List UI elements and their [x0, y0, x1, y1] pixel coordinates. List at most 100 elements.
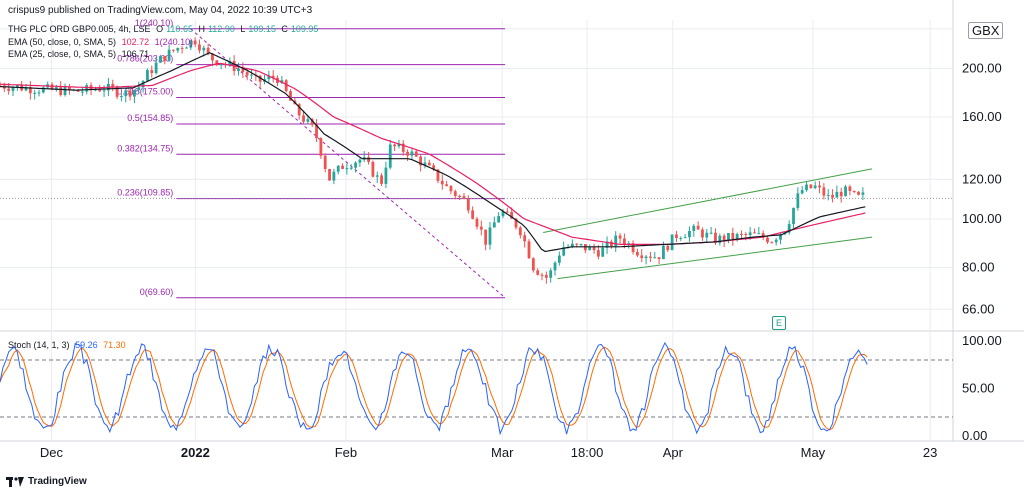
candle-body	[753, 232, 756, 234]
candle-body	[540, 274, 544, 276]
candle-body	[557, 255, 561, 263]
candle-body	[553, 262, 557, 271]
earnings-marker[interactable]: E	[772, 316, 786, 330]
symbol-name[interactable]: THG PLC ORD GBP0.005, 4h, LSE	[8, 24, 151, 34]
candle-body	[531, 258, 535, 271]
candle-body	[427, 162, 431, 166]
candle-body	[146, 70, 149, 81]
candle-body	[349, 167, 353, 169]
ema50-legend[interactable]: EMA (50, close, 0, SMA, 5) 102.72 1(240.…	[8, 37, 196, 47]
time-tick-label: 18:00	[571, 445, 604, 460]
candle-body	[24, 87, 28, 91]
candle-body	[458, 195, 462, 197]
candle-body	[740, 233, 743, 235]
channel-lower-line	[557, 236, 873, 280]
ohlc-open: 110.65	[166, 24, 193, 34]
ema25-label: EMA (25, close, 0, SMA, 5)	[8, 49, 117, 59]
ema25-legend[interactable]: EMA (25, close, 0, SMA, 5) 106.71	[8, 49, 152, 59]
candle-body	[211, 53, 214, 61]
candle-body	[640, 255, 644, 259]
stoch-k-value: 59.26	[75, 340, 98, 350]
ohlc-high: 112.90	[207, 24, 235, 34]
candle-body	[345, 168, 349, 170]
candle-body	[779, 234, 782, 240]
candle-body	[852, 190, 856, 192]
candle-body	[787, 224, 791, 233]
candle-body	[605, 241, 609, 248]
candle-body	[683, 237, 687, 239]
candle-body	[432, 165, 436, 170]
candle-body	[267, 75, 271, 80]
candle-body	[180, 47, 184, 49]
channel-upper-line	[543, 168, 873, 233]
currency-button[interactable]: GBX	[968, 22, 1004, 39]
price-tick-label: 160.00	[962, 109, 1002, 124]
candle-body	[202, 47, 206, 51]
candle-body	[388, 144, 392, 168]
candle-body	[367, 157, 370, 162]
candle-body	[744, 234, 748, 236]
candle-body	[718, 235, 722, 243]
candle-body	[618, 235, 622, 239]
stoch-tick-label: 100.00	[962, 333, 1002, 348]
candle-body	[401, 143, 405, 152]
candle-body	[111, 83, 115, 88]
candle-body	[748, 232, 752, 236]
candle-body	[219, 64, 223, 66]
fib-level-label: 0.618(175.00)	[117, 86, 173, 96]
ohlc-high-label: H	[198, 24, 205, 34]
candles-group	[0, 37, 865, 284]
candle-body	[128, 90, 132, 97]
time-tick-label: Mar	[491, 445, 514, 460]
candle-body	[11, 87, 15, 91]
ema50-label: EMA (50, close, 0, SMA, 5)	[8, 37, 117, 47]
candle-body	[805, 184, 808, 191]
candle-body	[696, 225, 700, 230]
candle-body	[445, 184, 449, 187]
candle-body	[770, 242, 774, 244]
candle-body	[579, 244, 583, 246]
stoch-legend[interactable]: Stoch (14, 1, 3) 59.26 71.30	[8, 340, 129, 350]
candle-body	[150, 70, 154, 74]
candle-body	[241, 68, 245, 73]
fib-level-label: 0(69.60)	[140, 287, 174, 297]
candle-body	[63, 86, 67, 95]
candle-body	[172, 49, 175, 51]
candle-body	[505, 211, 509, 213]
fib-level-label: 0.236(109.85)	[117, 188, 173, 198]
time-tick-label: 23	[923, 445, 937, 460]
candle-body	[54, 87, 58, 90]
candle-body	[250, 74, 253, 76]
candle-body	[475, 218, 479, 227]
candle-body	[514, 218, 518, 228]
candle-body	[120, 96, 123, 98]
candle-body	[662, 245, 665, 260]
candle-body	[167, 49, 171, 61]
candle-body	[85, 85, 89, 92]
candle-body	[50, 84, 54, 90]
stoch-k-line	[0, 341, 868, 436]
candle-body	[649, 256, 652, 258]
candle-body	[844, 186, 847, 197]
candle-body	[80, 91, 84, 93]
candle-body	[614, 235, 618, 247]
candle-body	[792, 207, 795, 225]
candle-body	[315, 124, 318, 139]
candle-body	[289, 91, 292, 101]
ohlc-open-label: O	[156, 24, 164, 34]
candle-body	[215, 60, 219, 66]
candle-body	[185, 47, 188, 49]
price-tick-label: 200.00	[962, 60, 1002, 75]
stoch-tick-label: 0.00	[962, 428, 987, 443]
candle-body	[731, 232, 735, 240]
candle-body	[384, 167, 388, 184]
candle-body	[306, 119, 310, 122]
candle-body	[302, 115, 305, 122]
tradingview-logo[interactable]: TradingView	[6, 476, 87, 487]
candle-body	[774, 239, 778, 243]
candle-body	[397, 143, 401, 147]
candle-body	[471, 210, 475, 219]
candle-body	[410, 151, 414, 156]
stoch-label: Stoch (14, 1, 3)	[8, 340, 70, 350]
